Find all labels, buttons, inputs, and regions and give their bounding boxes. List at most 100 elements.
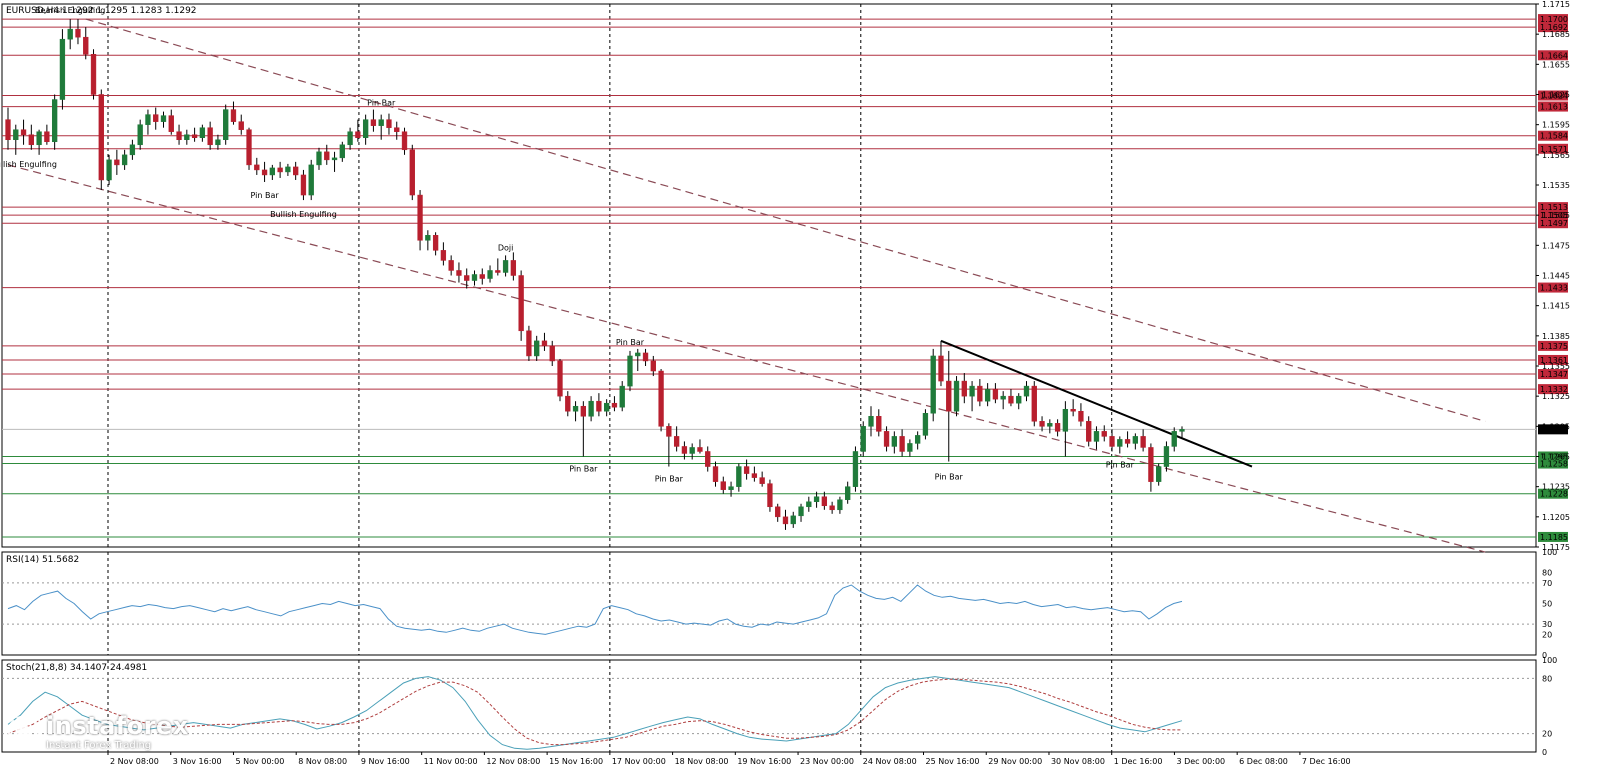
level-tag-text: 1.1505: [1540, 211, 1568, 220]
price-axis-tick: 1.1625: [1542, 91, 1570, 100]
candle-body: [635, 352, 641, 357]
candle: [331, 151, 338, 172]
level-tag-bg: [1538, 354, 1568, 365]
candle: [1156, 463, 1162, 486]
candle-body: [798, 506, 804, 517]
candle: [502, 255, 509, 277]
level-tag-text: 1.1433: [1540, 284, 1568, 293]
indicator-axis-tick: 20: [1542, 730, 1552, 739]
candle-body: [806, 501, 812, 508]
indicator-axis-tick: 30: [1542, 620, 1552, 629]
candle-body: [697, 447, 703, 452]
candle-body: [269, 167, 276, 176]
price-axis-tick: 1.1535: [1542, 181, 1570, 190]
level-tag-red: 1.1513: [1538, 202, 1568, 213]
candle-body: [487, 270, 493, 279]
candle: [689, 443, 695, 460]
candle-body: [790, 515, 796, 525]
candle-body: [720, 481, 726, 490]
level-tag-text: 1.1228: [1540, 490, 1568, 499]
candle-body: [254, 164, 260, 171]
candle-body: [938, 355, 944, 382]
candle: [806, 496, 812, 512]
candle-body: [1124, 439, 1131, 444]
level-tag-bg: [1538, 531, 1568, 542]
candle-body: [1132, 436, 1139, 444]
pattern-label: Pin Bar: [655, 475, 684, 484]
candle-body: [650, 360, 656, 372]
time-axis-tick: 9 Nov 16:00: [361, 757, 410, 766]
level-tag-red: 1.1332: [1538, 384, 1568, 395]
candle: [984, 383, 991, 407]
candle-body: [440, 250, 447, 261]
candle: [845, 481, 851, 504]
candle: [145, 109, 151, 135]
candle-body: [759, 477, 765, 484]
indicator-axis-tick: 0: [1542, 651, 1547, 660]
level-tag-red: 1.1613: [1538, 101, 1568, 112]
candle-body: [1054, 423, 1061, 432]
time-axis-tick: 3 Dec 00:00: [1176, 757, 1225, 766]
price-axis-tick: 1.1355: [1542, 362, 1570, 371]
candle: [767, 479, 773, 512]
candle: [129, 139, 136, 160]
candle: [953, 376, 960, 417]
time-axis-tick: 23 Nov 00:00: [800, 757, 854, 766]
level-tag-text: 1.1497: [1540, 219, 1568, 228]
candle-body: [300, 174, 307, 196]
candle: [386, 113, 392, 135]
candle: [697, 439, 703, 454]
candle-body: [277, 167, 283, 173]
candle-body: [479, 274, 485, 279]
time-axis-tick: 6 Dec 08:00: [1239, 757, 1288, 766]
candle: [277, 161, 283, 178]
candle: [83, 27, 89, 60]
candle: [1148, 443, 1154, 492]
level-tag-red: 1.1571: [1538, 143, 1568, 154]
level-tag-text: 1.1185: [1540, 533, 1568, 542]
level-tag-text: 1.1265: [1540, 453, 1568, 462]
candle-body: [370, 119, 377, 126]
candle: [1039, 416, 1045, 432]
level-tag-text: 1.1584: [1540, 132, 1568, 141]
candle: [440, 242, 447, 266]
candle-body: [386, 119, 392, 128]
candle: [13, 124, 19, 155]
candle-body: [293, 166, 299, 176]
candle-body: [51, 99, 58, 143]
indicator-axis-tick: 50: [1542, 600, 1552, 609]
candle-body: [464, 275, 470, 281]
candle: [635, 348, 641, 372]
candle-body: [751, 473, 758, 478]
candle-body: [417, 194, 423, 241]
candle-body: [1047, 423, 1053, 427]
candle: [798, 503, 804, 522]
candle: [67, 19, 73, 50]
candle-body: [611, 402, 618, 408]
candle: [495, 258, 501, 276]
candle-body: [642, 352, 649, 362]
candle-body: [572, 405, 579, 412]
price-axis-tick: 1.1205: [1542, 513, 1570, 522]
candle: [673, 426, 680, 452]
candle: [28, 124, 34, 150]
time-axis-tick: 1 Dec 16:00: [1114, 757, 1163, 766]
candle-body: [98, 94, 104, 181]
candle: [1023, 381, 1030, 402]
candle-body: [223, 109, 229, 141]
candle: [339, 141, 345, 162]
level-tag-red: 1.1624: [1538, 90, 1568, 101]
candle: [790, 511, 796, 528]
candle: [1047, 419, 1053, 434]
candle-body: [316, 151, 322, 166]
price-axis-tick: 1.1385: [1542, 332, 1570, 341]
candle-body: [961, 380, 967, 397]
candle: [1000, 391, 1006, 410]
pattern-label: Bearish Engulfing: [35, 6, 105, 15]
candle-body: [1039, 421, 1045, 427]
candle-body: [728, 486, 734, 490]
candle-body: [471, 274, 478, 281]
level-tag-text: 1.1375: [1540, 342, 1568, 351]
candle: [1093, 426, 1100, 450]
candle-body: [883, 431, 890, 447]
